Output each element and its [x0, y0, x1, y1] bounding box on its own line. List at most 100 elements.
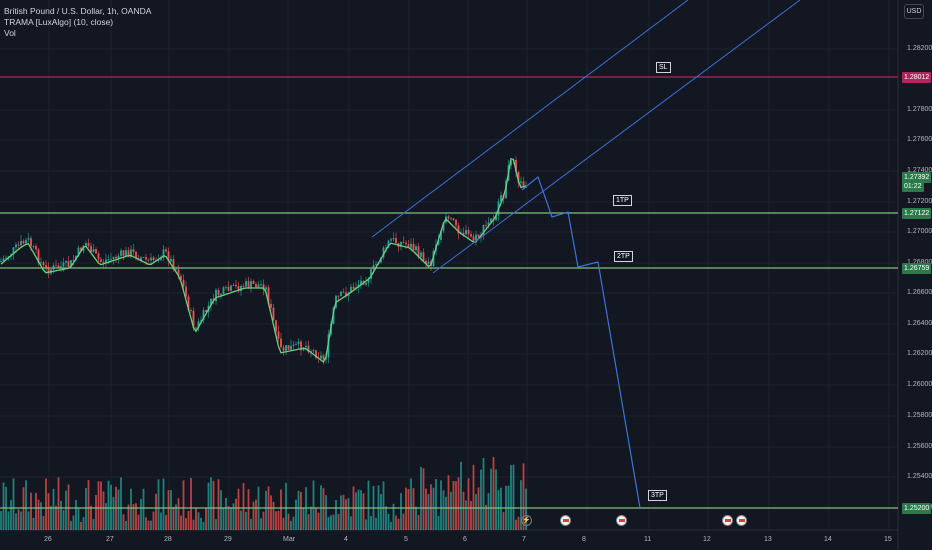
volume-bar: [30, 492, 32, 530]
time-tick: 8: [582, 536, 586, 543]
candle-body: [30, 238, 32, 247]
volume-bar: [237, 488, 240, 530]
flag-icon[interactable]: [616, 515, 627, 526]
volume-label: Vol: [4, 28, 16, 38]
candle-body: [27, 238, 30, 240]
price-badge: 1.26759: [902, 263, 932, 274]
time-tick: 15: [884, 536, 892, 543]
flag-icon[interactable]: [722, 515, 733, 526]
volume-bar: [185, 518, 187, 530]
candle-body: [202, 310, 205, 321]
volume-bar: [382, 481, 385, 530]
candle-body: [160, 257, 162, 261]
sl-label[interactable]: SL: [656, 62, 671, 73]
volume-bar: [322, 488, 325, 530]
candle-body: [117, 255, 120, 259]
flag-icon[interactable]: [736, 515, 747, 526]
volume-bar: [520, 480, 522, 530]
candle-body: [267, 287, 270, 304]
volume-bar: [12, 478, 15, 530]
price-tick: 1.25800: [907, 412, 932, 419]
volume-bar: [205, 508, 207, 530]
price-badge: 1.27122: [902, 208, 932, 219]
volume-bar: [47, 493, 50, 530]
candle-body: [342, 291, 345, 293]
tp2-label[interactable]: 2TP: [614, 251, 633, 262]
candle-body: [227, 286, 230, 291]
candle-body: [407, 244, 410, 248]
volume-bar: [492, 457, 495, 530]
volume-bar: [522, 463, 525, 530]
volume-bar: [180, 515, 182, 530]
candle-body: [370, 269, 372, 279]
volume-bar: [142, 488, 145, 530]
volume-bar: [280, 489, 282, 530]
candle-body: [400, 241, 402, 247]
candle-body: [420, 252, 422, 258]
volume-bar: [465, 500, 467, 530]
volume-bar: [470, 501, 472, 530]
flag-icon[interactable]: [560, 515, 571, 526]
volume-bar: [102, 491, 105, 530]
volume-bar: [197, 512, 200, 530]
volume-bar: [65, 490, 67, 530]
candle-body: [422, 252, 425, 261]
volume-bar: [462, 491, 465, 530]
volume-bar: [355, 492, 357, 530]
candle-body: [447, 216, 450, 219]
volume-bar: [217, 479, 220, 530]
candle-body: [417, 246, 420, 258]
candle-body: [352, 286, 355, 289]
volume-bar: [495, 469, 497, 530]
candle-body: [375, 264, 377, 266]
candle-body: [290, 345, 292, 350]
volume-bar: [70, 521, 72, 530]
tp1-label[interactable]: 1TP: [613, 195, 632, 206]
volume-bar: [100, 481, 102, 530]
volume-bar: [475, 494, 477, 530]
volume-bar: [362, 493, 365, 530]
candle-body: [205, 310, 207, 312]
volume-bar: [105, 503, 107, 530]
volume-bar: [242, 483, 245, 530]
tp3-label[interactable]: 3TP: [648, 490, 667, 501]
candle-body: [70, 260, 72, 267]
candle-body: [485, 225, 487, 226]
candle-body: [32, 246, 35, 247]
volume-bar: [310, 506, 312, 530]
volume-bar: [112, 497, 115, 530]
volume-bar: [57, 477, 60, 530]
volume-bar: [302, 507, 305, 530]
currency-button[interactable]: USD: [904, 4, 924, 19]
volume-bar: [407, 489, 410, 530]
volume-bar: [415, 506, 417, 530]
lightning-icon[interactable]: ⚡: [521, 515, 532, 526]
volume-bar: [412, 488, 415, 530]
time-tick: 28: [164, 536, 172, 543]
candle-body: [217, 289, 220, 296]
volume-bar: [260, 518, 262, 530]
candle-body: [67, 261, 70, 267]
volume-bar: [392, 503, 395, 530]
volume-bar: [137, 514, 140, 530]
candle-body: [262, 284, 265, 290]
volume-bar: [50, 505, 52, 530]
candle-body: [225, 286, 227, 288]
volume-bar: [287, 513, 290, 530]
volume-bar: [497, 490, 500, 530]
candle-body: [110, 258, 112, 260]
candle-body: [107, 259, 110, 260]
candle-body: [455, 219, 457, 226]
candle-body: [147, 259, 150, 261]
volume-bar: [402, 513, 405, 530]
volume-bar: [82, 517, 85, 530]
volume-bar: [67, 484, 70, 530]
volume-bar: [327, 516, 330, 530]
price-tick: 1.27400: [907, 167, 932, 174]
volume-bar: [482, 458, 485, 530]
candle-body: [170, 258, 172, 262]
volume-bar: [487, 493, 490, 530]
candle-body: [132, 249, 135, 252]
candle-body: [280, 338, 282, 348]
